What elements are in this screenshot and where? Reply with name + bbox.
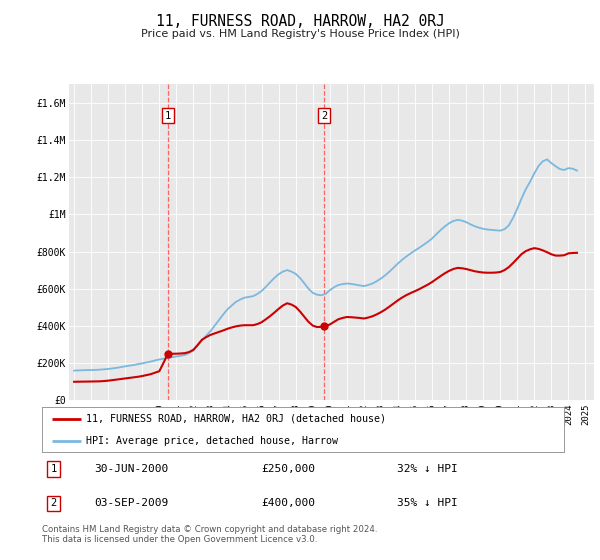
Text: 35% ↓ HPI: 35% ↓ HPI (397, 498, 458, 508)
Text: 1: 1 (50, 464, 56, 474)
Text: £250,000: £250,000 (261, 464, 315, 474)
Text: 11, FURNESS ROAD, HARROW, HA2 0RJ: 11, FURNESS ROAD, HARROW, HA2 0RJ (155, 14, 445, 29)
Text: Contains HM Land Registry data © Crown copyright and database right 2024.
This d: Contains HM Land Registry data © Crown c… (42, 525, 377, 544)
Text: 32% ↓ HPI: 32% ↓ HPI (397, 464, 458, 474)
Text: 03-SEP-2009: 03-SEP-2009 (94, 498, 169, 508)
Text: 1: 1 (165, 111, 171, 120)
Text: 2: 2 (321, 111, 327, 120)
Text: £400,000: £400,000 (261, 498, 315, 508)
Text: HPI: Average price, detached house, Harrow: HPI: Average price, detached house, Harr… (86, 436, 338, 446)
Text: Price paid vs. HM Land Registry's House Price Index (HPI): Price paid vs. HM Land Registry's House … (140, 29, 460, 39)
Text: 11, FURNESS ROAD, HARROW, HA2 0RJ (detached house): 11, FURNESS ROAD, HARROW, HA2 0RJ (detac… (86, 414, 386, 424)
Text: 2: 2 (50, 498, 56, 508)
Text: 30-JUN-2000: 30-JUN-2000 (94, 464, 169, 474)
